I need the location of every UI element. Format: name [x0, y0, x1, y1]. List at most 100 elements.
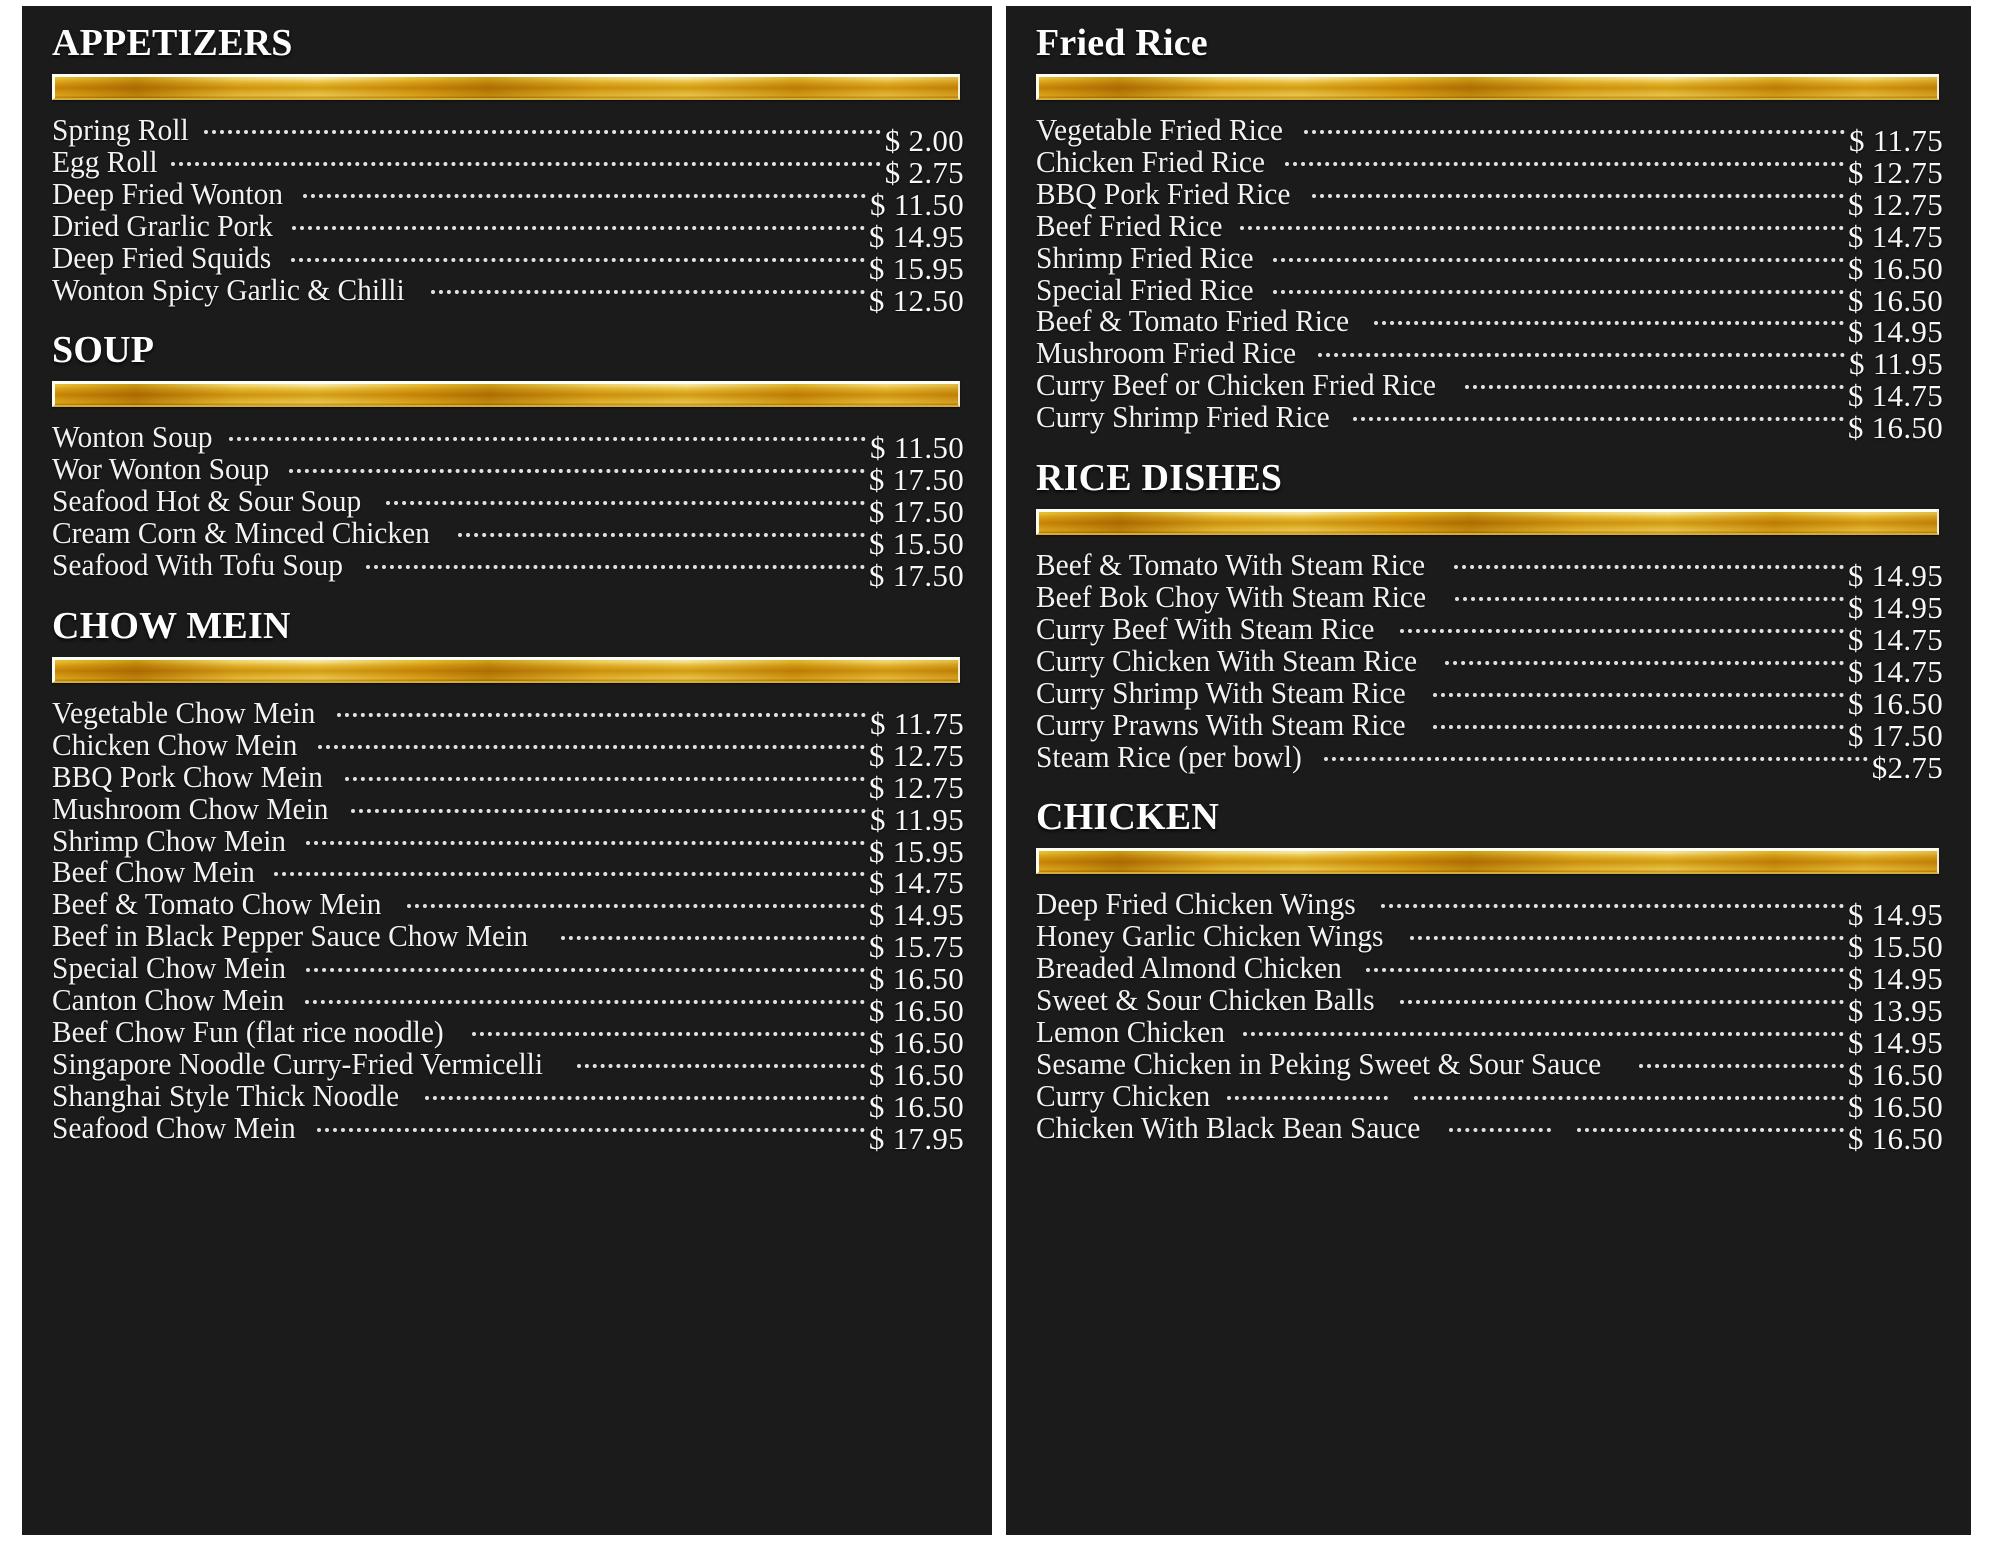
- dotted-leader: [1311, 193, 1844, 198]
- menu-section: CHICKEN Deep Fried Chicken Wings $ 14.95 Ho…: [1024, 798, 1945, 1154]
- gold-divider-bar: [52, 381, 960, 408]
- dotted-leader: [1433, 724, 1844, 729]
- gold-divider-bar: [1036, 848, 1939, 875]
- menu-item-row: Singapore Noodle Curry-Fried Vermicelli $…: [52, 1048, 964, 1091]
- menu-item-list: Spring Roll $ 2.00 Egg Roll $ 2.75 Deep Frie…: [52, 113, 964, 315]
- menu-item-price: $ 17.50: [1847, 717, 1943, 753]
- dotted-leader: [1240, 225, 1844, 230]
- menu-item-price: $ 17.50: [868, 558, 964, 593]
- dotted-leader: [431, 289, 865, 294]
- menu-item-name: Steam Rice (per bowl): [1036, 738, 1302, 774]
- menu-item-row: Beef in Black Pepper Sauce Chow Mein $ 15…: [52, 920, 964, 963]
- menu-item-row: Wonton Soup $ 11.50: [52, 419, 964, 464]
- menu-item-price: $ 12.75: [1847, 186, 1943, 222]
- menu-item-price: $ 14.75: [1847, 653, 1943, 689]
- menu-item-row: Chicken Chow Mein $ 12.75: [52, 726, 964, 771]
- menu-item-price: $ 14.95: [1847, 589, 1943, 625]
- section-title: CHOW MEIN: [52, 604, 291, 647]
- menu-item-price: $ 16.50: [868, 1025, 964, 1061]
- menu-item-row: Special Fried Rice $ 16.50: [1036, 273, 1943, 316]
- menu-item-name: Curry Chicken With Steam Rice: [1036, 642, 1418, 678]
- dotted-leader: [304, 999, 865, 1005]
- menu-item-row: Shrimp Chow Mein $ 15.95: [52, 822, 964, 867]
- dotted-leader: [203, 129, 881, 134]
- menu-item-price: $ 12.75: [868, 737, 964, 773]
- menu-item-row: Curry Shrimp Fried Rice $ 16.50: [1036, 399, 1943, 444]
- menu-item-name: Deep Fried Chicken Wings: [1036, 886, 1356, 922]
- menu-item-price: $ 16.50: [1847, 250, 1943, 286]
- menu-item-price: $ 11.75: [1849, 122, 1943, 158]
- menu-item-name: Honey Garlic Chicken Wings: [1036, 918, 1384, 954]
- menu-item-row: Sesame Chicken in Peking Sweet & Sour Sa…: [1036, 1048, 1943, 1091]
- menu-item-name: Mushroom Fried Rice: [1036, 335, 1297, 371]
- menu-item-row: Vegetable Fried Rice $ 11.75: [1036, 113, 1943, 156]
- menu-item-price: $ 14.75: [1847, 218, 1943, 254]
- menu-item-name: Seafood Hot & Sour Soup: [52, 483, 362, 519]
- dotted-leader: [561, 935, 865, 941]
- menu-item-row: Egg Roll $ 2.75: [52, 143, 964, 188]
- menu-item-name: Chicken Fried Rice: [1036, 143, 1266, 179]
- menu-item-name: Curry Shrimp Fried Rice: [1036, 399, 1330, 435]
- menu-item-row: Seafood Chow Mein $ 17.95: [52, 1111, 964, 1154]
- gold-divider-bar: [1036, 73, 1939, 100]
- menu-item-row: Curry Chicken With Steam Rice $ 14.75: [1036, 642, 1943, 687]
- dotted-leader: [1400, 628, 1844, 633]
- dotted-leader: [1445, 660, 1844, 665]
- menu-item-name: Curry Beef With Steam Rice: [1036, 610, 1375, 646]
- menu-item-row: Seafood Hot & Sour Soup $ 17.50: [52, 483, 964, 528]
- menu-item-name: Curry Prawns With Steam Rice: [1036, 706, 1406, 742]
- menu-item-price: $ 16.50: [868, 993, 964, 1029]
- menu-item-list: Beef & Tomato With Steam Rice $ 14.95 Beef…: [1036, 549, 1943, 783]
- menu-item-price: $ 17.50: [868, 462, 964, 498]
- menu-section: APPETIZERS Spring Roll $ 2.00 Egg Roll $ 2.7…: [40, 22, 966, 316]
- menu-item-name: Wonton Soup: [52, 419, 213, 455]
- menu-item-price: $ 13.95: [1847, 993, 1943, 1029]
- menu-section: CHOW MEIN Vegetable Chow Mein $ 11.75 Chick…: [40, 604, 966, 1154]
- menu-item-row: Cream Corn & Minced Chicken $ 15.50: [52, 517, 964, 560]
- gold-divider-bar: [52, 73, 960, 100]
- section-title: APPETIZERS: [52, 22, 293, 64]
- menu-item-name: Lemon Chicken: [1036, 1014, 1225, 1050]
- menu-item-price: $ 16.50: [868, 1088, 964, 1124]
- menu-item-name: Beef Bok Choy With Steam Rice: [1036, 578, 1427, 614]
- menu-item-price: $ 15.50: [868, 526, 964, 562]
- menu-item-name: Curry Beef or Chicken Fried Rice: [1036, 367, 1436, 403]
- menu-item-price: $ 16.50: [868, 961, 964, 997]
- menu-item-row: Deep Fried Wonton $ 11.50: [52, 175, 964, 220]
- gold-divider-bar: [1036, 509, 1939, 535]
- menu-item-name: Shrimp Chow Mein: [52, 822, 286, 858]
- menu-item-name: BBQ Pork Fried Rice: [1036, 175, 1291, 211]
- menu-item-name: Chicken Chow Mein: [52, 726, 298, 762]
- menu-item-row: Breaded Almond Chicken $ 14.95: [1036, 952, 1943, 995]
- menu-item-name: Deep Fried Wonton: [52, 175, 284, 211]
- menu-item-name: Curry Shrimp With Steam Rice: [1036, 674, 1406, 710]
- dotted-leader: [306, 967, 865, 973]
- menu-item-row: BBQ Pork Fried Rice $ 12.75: [1036, 175, 1943, 220]
- menu-item-row: Sweet & Sour Chicken Balls $ 13.95: [1036, 984, 1943, 1027]
- menu-item-row: Vegetable Chow Mein $ 11.75: [52, 696, 964, 739]
- menu-item-name: Egg Roll: [52, 143, 158, 179]
- menu-item-row: Beef Fried Rice $ 14.75: [1036, 209, 1943, 252]
- menu-item-name: Wor Wonton Soup: [52, 451, 270, 487]
- menu-section: RICE DISHES Beef & Tomato With Steam Rice…: [1024, 458, 1945, 783]
- menu-item-row: Beef & Tomato Fried Rice $ 14.95: [1036, 303, 1943, 348]
- menu-item-row: Beef Chow Mein $ 14.75: [52, 856, 964, 899]
- dotted-leader: [457, 532, 865, 538]
- dotted-leader: [171, 161, 881, 166]
- menu-item-row: Curry Beef or Chicken Fried Rice $ 14.75: [1036, 367, 1943, 412]
- menu-item-row: Mushroom Chow Mein $ 11.95: [52, 792, 964, 835]
- dotted-leader: [1303, 129, 1846, 134]
- dotted-leader: [1366, 967, 1844, 973]
- dotted-leader: [273, 871, 865, 877]
- menu-item-price: $ 14.75: [1847, 621, 1943, 657]
- dotted-leader: [472, 1031, 865, 1037]
- menu-item-price: $ 12.50: [868, 282, 964, 318]
- menu-item-row: Beef Chow Fun (flat rice noodle) $ 16.50: [52, 1016, 964, 1059]
- menu-item-name: Seafood With Tofu Soup: [52, 547, 343, 582]
- menu-item-name: BBQ Pork Chow Mein: [52, 758, 323, 794]
- menu-item-price: $ 16.50: [1847, 1056, 1943, 1092]
- dotted-leader: [1323, 756, 1868, 761]
- dotted-leader: [406, 903, 865, 909]
- menu-item-name: Beef & Tomato Fried Rice: [1036, 303, 1350, 339]
- section-title: Fried Rice: [1036, 22, 1208, 64]
